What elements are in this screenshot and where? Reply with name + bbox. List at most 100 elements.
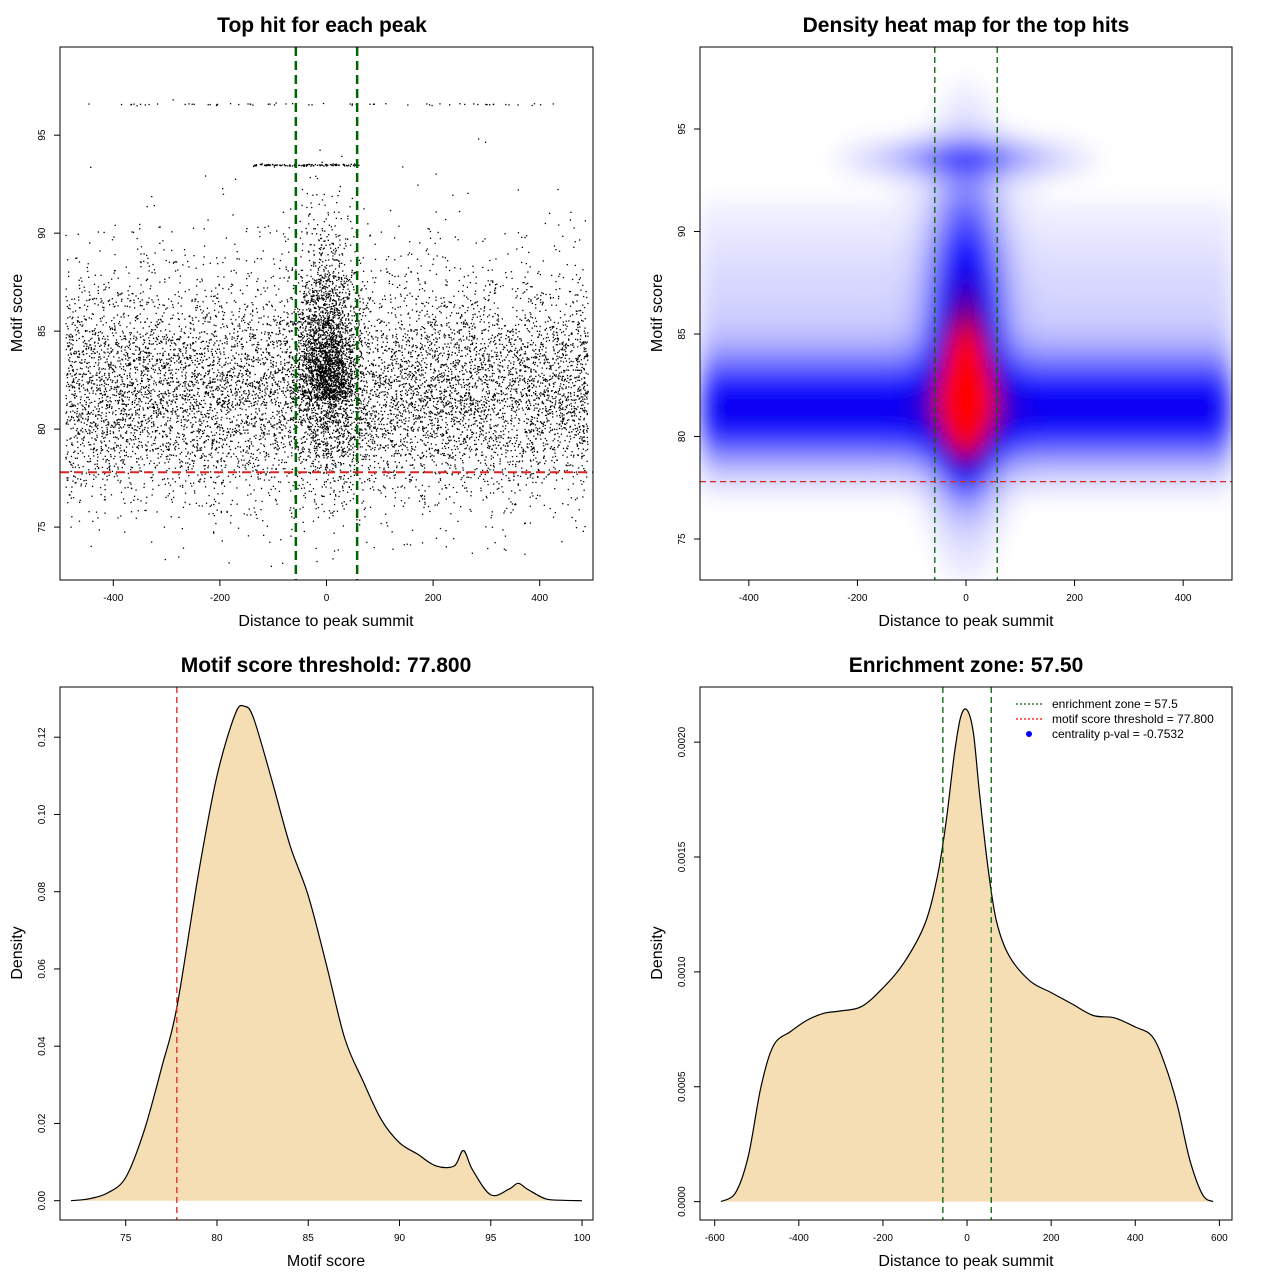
scatter-point	[430, 420, 433, 422]
scatter-point	[508, 104, 510, 106]
scatter-point	[455, 383, 457, 386]
scatter-point	[420, 399, 422, 401]
scatter-point	[311, 374, 313, 376]
scatter-point	[542, 377, 544, 379]
scatter-point	[459, 395, 461, 397]
scatter-point	[70, 405, 72, 408]
heatmap-cell	[948, 323, 958, 335]
heatmap-cell	[753, 262, 763, 274]
heatmap-cell	[1028, 293, 1038, 304]
scatter-point	[368, 468, 370, 471]
scatter-point	[66, 411, 68, 413]
heatmap-cell	[1036, 293, 1047, 304]
scatter-point	[322, 388, 324, 390]
scatter-point	[333, 295, 335, 297]
heatmap-cell	[912, 200, 923, 212]
heatmap-cell	[1125, 354, 1136, 366]
scatter-point	[122, 332, 124, 334]
scatter-point	[313, 428, 315, 431]
heatmap-cell	[1063, 457, 1073, 468]
heatmap-cell	[957, 108, 967, 120]
heatmap-cell	[957, 354, 967, 366]
heatmap-cell	[983, 200, 994, 212]
scatter-point	[333, 395, 335, 398]
scatter-point	[555, 359, 557, 361]
scatter-point	[524, 413, 526, 415]
scatter-point	[456, 331, 459, 333]
scatter-point	[198, 395, 200, 397]
scatter-point	[579, 389, 581, 391]
scatter-point	[343, 280, 345, 282]
scatter-point	[68, 345, 71, 347]
scatter-point	[272, 356, 275, 359]
heatmap-cell	[1054, 426, 1065, 438]
scatter-point	[513, 361, 515, 363]
scatter-point	[129, 374, 131, 376]
heatmap-cell	[1116, 262, 1127, 274]
heatmap-cell	[850, 149, 861, 161]
heatmap-cell	[806, 262, 816, 274]
scatter-point	[534, 370, 537, 372]
scatter-point	[320, 392, 322, 395]
heatmap-cell	[877, 149, 887, 161]
scatter-point	[440, 390, 442, 392]
heatmap-cell	[868, 426, 878, 438]
heatmap-cell	[1161, 375, 1171, 386]
scatter-point	[373, 427, 375, 429]
heatmap-cell	[1072, 375, 1082, 386]
scatter-point	[234, 368, 236, 370]
heatmap-cell	[1045, 170, 1056, 181]
scatter-point	[230, 434, 232, 436]
heatmap-cell	[1152, 487, 1162, 499]
scatter-point	[460, 322, 463, 324]
scatter-point	[202, 310, 205, 312]
heatmap-cell	[1107, 241, 1118, 253]
heatmap-cell	[744, 467, 754, 479]
heatmap-cell	[1161, 385, 1171, 397]
scatter-point	[328, 316, 330, 318]
scatter-point	[538, 431, 540, 433]
heatmap-cell	[726, 457, 737, 468]
scatter-point	[315, 280, 317, 282]
heatmap-cell	[1072, 395, 1082, 407]
heatmap-cell	[983, 170, 994, 181]
scatter-point	[325, 259, 327, 262]
scatter-point	[299, 376, 301, 378]
heatmap-cell	[1019, 241, 1029, 253]
scatter-point	[559, 406, 561, 408]
heatmap-cell	[717, 477, 728, 489]
heatmap-cell	[744, 446, 754, 458]
scatter-point	[126, 386, 128, 388]
heatmap-cell	[957, 477, 967, 489]
scatter-point	[339, 239, 341, 241]
heatmap-cell	[983, 457, 994, 468]
scatter-point	[331, 334, 333, 337]
scatter-point	[100, 450, 103, 452]
scatter-point	[338, 272, 340, 274]
scatter-point	[97, 286, 100, 288]
scatter-point	[510, 408, 513, 410]
heatmap-cell	[1116, 303, 1127, 315]
scatter-point	[302, 436, 304, 438]
scatter-point	[154, 467, 157, 469]
heatmap-cell	[1178, 262, 1189, 274]
scatter-point	[300, 451, 302, 454]
heatmap-cell	[859, 334, 870, 345]
scatter-point	[313, 306, 315, 309]
heatmap-cell	[957, 323, 967, 335]
heatmap-cell	[1072, 170, 1082, 181]
distance-density-y-label: Density	[649, 926, 666, 979]
heatmap-cell	[1081, 436, 1091, 448]
scatter-point	[340, 390, 342, 392]
scatter-point	[108, 299, 111, 301]
scatter-point	[153, 410, 155, 412]
scatter-point	[323, 319, 325, 321]
scatter-point	[253, 507, 255, 509]
scatter-point	[450, 379, 453, 381]
heatmap-cell	[1161, 416, 1171, 427]
heatmap-cell	[895, 323, 905, 335]
heatmap-cell	[948, 129, 958, 140]
heatmap-cell	[1063, 170, 1073, 181]
scatter-point	[330, 325, 332, 327]
scatter-point	[523, 353, 525, 355]
